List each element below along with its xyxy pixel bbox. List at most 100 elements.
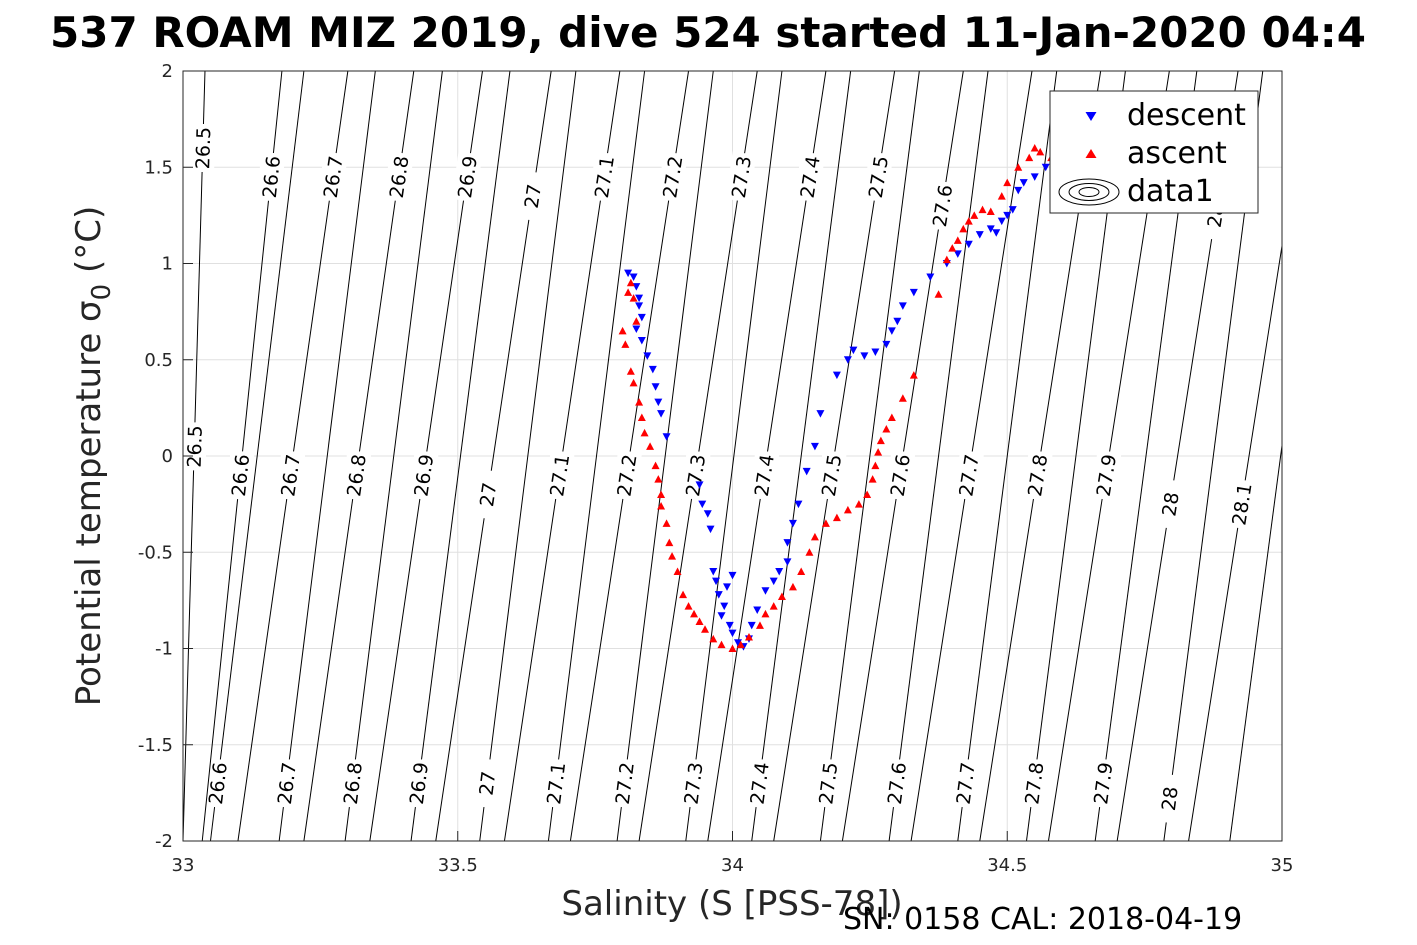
descent-point — [1014, 186, 1023, 195]
descent-point — [887, 327, 896, 335]
ascent-point — [788, 582, 797, 591]
contour-label-gap — [1225, 478, 1258, 530]
ascent-point — [810, 532, 819, 541]
ascent-point — [736, 640, 745, 649]
y-tick-label: 0.5 — [144, 350, 173, 371]
ascent-point — [1030, 144, 1039, 152]
density-contour-line — [957, 70, 1058, 842]
contour-label-gap — [337, 757, 368, 809]
x-tick-label: 34 — [721, 855, 744, 876]
contour-label: 28 — [1158, 785, 1183, 812]
descent-point — [788, 519, 797, 528]
contour-label: 27.7 — [953, 761, 980, 806]
descent-point — [709, 568, 718, 576]
contour-label: 27.1 — [543, 761, 570, 806]
contour-label-gap — [950, 757, 981, 809]
descent-point — [832, 371, 841, 380]
contour-label-gap — [407, 449, 439, 501]
descent-point — [629, 273, 638, 281]
descent-point — [802, 467, 811, 476]
y-tick-label: -2 — [155, 831, 173, 852]
ascent-point — [871, 461, 880, 470]
descent-point — [635, 294, 644, 303]
contour-label: 28 — [1158, 491, 1183, 518]
chart-title: 537 ROAM MIZ 2019, dive 524 started 11-J… — [50, 8, 1366, 57]
y-tick-label: 2 — [162, 61, 173, 82]
ascent-point — [701, 625, 710, 633]
ascent-point — [1014, 163, 1023, 171]
descent-point — [714, 591, 723, 599]
contour-label-gap — [472, 468, 504, 521]
ascent-point — [717, 640, 726, 649]
x-tick-label: 33.5 — [438, 855, 478, 876]
contour-label: 26.8 — [340, 761, 367, 806]
ascent-point — [948, 244, 957, 252]
ascent-point — [651, 461, 660, 470]
contour-label-gap — [516, 170, 548, 222]
descent-point — [761, 587, 770, 595]
ascent-point — [997, 192, 1006, 200]
y-axis-label-text: Potential temperature — [69, 322, 109, 706]
descent-point — [775, 568, 784, 576]
descent-point — [723, 583, 732, 591]
ascent-point — [986, 207, 995, 216]
y-tick-label: -1 — [155, 639, 173, 660]
descent-point — [648, 365, 657, 374]
legend-descent-marker — [1085, 112, 1097, 121]
descent-point — [635, 302, 644, 310]
legend-ascent-label: ascent — [1127, 136, 1227, 171]
descent-point — [733, 639, 742, 647]
contour-label-gap — [543, 449, 575, 501]
density-contour-line — [479, 70, 577, 842]
contour-label: 27.5 — [815, 761, 842, 806]
legend-descent-label: descent — [1127, 98, 1246, 133]
ascent-point — [874, 448, 883, 456]
descent-point — [783, 539, 792, 547]
descent-point — [717, 612, 726, 620]
contour-label-gap — [725, 151, 757, 203]
descent-point — [720, 602, 729, 611]
ascent-point — [797, 567, 806, 575]
x-tick-label: 35 — [1271, 855, 1294, 876]
ascent-point — [843, 505, 852, 514]
ascent-point — [629, 294, 638, 302]
descent-point — [662, 433, 671, 441]
descent-point — [1008, 206, 1017, 214]
legend-data1-label: data1 — [1127, 174, 1214, 209]
density-contour-line — [278, 70, 376, 842]
descent-point — [728, 629, 737, 638]
descent-point — [747, 621, 756, 630]
ascent-point — [959, 224, 968, 233]
contour-label-gap — [611, 449, 643, 501]
legend: descent ascent data1 — [1049, 90, 1259, 214]
ascent-point — [684, 602, 693, 610]
contour-label-gap — [952, 449, 985, 501]
y-tick-label: -0.5 — [138, 542, 173, 563]
y-axis-label-unit: (°C) — [69, 206, 109, 284]
contour-label-gap — [815, 449, 847, 501]
contour-label: 26.9 — [406, 761, 433, 806]
descent-point — [1019, 179, 1028, 187]
ascent-point — [898, 394, 907, 402]
ascent-point — [632, 317, 641, 325]
descent-point — [632, 325, 641, 333]
y-axis-label-symbol: σ — [69, 300, 109, 322]
descent-point — [810, 442, 819, 451]
contour-label-gap — [794, 151, 826, 203]
descent-point — [753, 606, 762, 614]
contour-label-gap — [540, 757, 571, 809]
ascent-point — [761, 609, 770, 618]
descent-point — [706, 525, 715, 534]
density-contour-line — [819, 70, 920, 842]
contour-label-gap — [451, 151, 483, 203]
contour-label-gap — [1154, 773, 1185, 824]
contour-label: 27.9 — [1090, 761, 1117, 806]
x-tick-label: 33 — [172, 855, 195, 876]
ascent-point — [654, 475, 663, 483]
y-tick-label: 1.5 — [144, 157, 173, 178]
ascent-point — [646, 442, 655, 450]
contour-label-gap — [181, 422, 207, 471]
contour-label: 27.2 — [612, 761, 639, 806]
ascent-point — [769, 602, 778, 610]
